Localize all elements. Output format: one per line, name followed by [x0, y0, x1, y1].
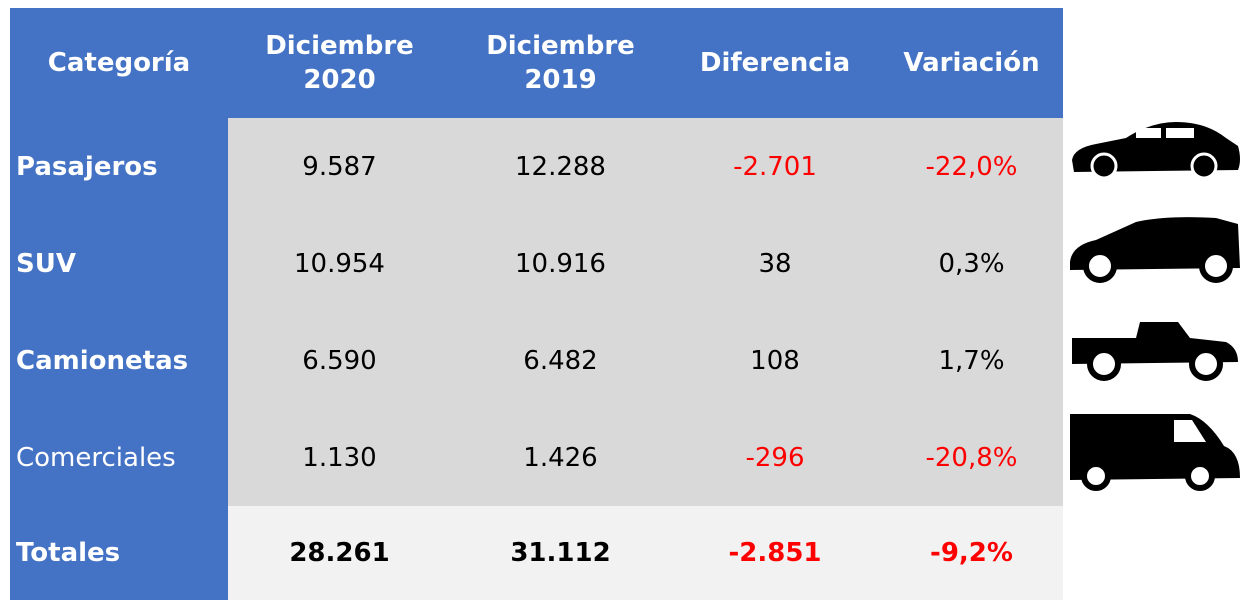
row-label: Comerciales: [10, 409, 228, 506]
row-label: SUV: [10, 215, 228, 312]
sales-table: Categoría Diciembre 2020 Diciembre 2019 Dif…: [10, 8, 1063, 600]
row-label: Totales: [10, 506, 228, 600]
cell: -2.851: [670, 506, 880, 600]
tot-row: Totales 28.261 31.112 -2.851 -9,2%: [10, 506, 1063, 600]
cell: -296: [670, 409, 880, 506]
body-row: Camionetas 6.590 6.482 108 1,7%: [10, 312, 1063, 409]
row-label: Pasajeros: [10, 118, 228, 215]
head-row: Categoría Diciembre 2020 Diciembre 2019 Dif…: [10, 8, 1063, 118]
header-text: Diciembre 2020: [265, 31, 414, 95]
header-cell: Variación: [880, 8, 1063, 118]
header-cell: Diciembre 2019: [451, 8, 670, 118]
header-cell: Diciembre 2020: [228, 8, 451, 118]
vehicle-icons: [1070, 122, 1240, 491]
body-row: SUV 10.954 10.916 38 0,3%: [10, 215, 1063, 312]
suv-icon: [1070, 217, 1240, 283]
cell: 9.587: [228, 118, 451, 215]
cell: 28.261: [228, 506, 451, 600]
header-text: Diferencia: [699, 48, 851, 78]
cell: -22,0%: [880, 118, 1063, 215]
header-text: Categoría: [47, 48, 191, 78]
cell: 6.590: [228, 312, 451, 409]
cell: -9,2%: [880, 506, 1063, 600]
car-icon: [1072, 122, 1240, 180]
cell: 1.130: [228, 409, 451, 506]
cell: -2.701: [670, 118, 880, 215]
van-icon: [1070, 414, 1240, 491]
row-label: Camionetas: [10, 312, 228, 409]
cell: 10.954: [228, 215, 451, 312]
cell: 0,3%: [880, 215, 1063, 312]
header-text: Diciembre 2019: [486, 31, 635, 95]
cell: 6.482: [451, 312, 670, 409]
body-row: Pasajeros 9.587 12.288 -2.701 -22,0%: [10, 118, 1063, 215]
body-row: Comerciales 1.130 1.426 -296 -20,8%: [10, 409, 1063, 506]
header-text: Variación: [903, 48, 1040, 78]
cell: 12.288: [451, 118, 670, 215]
header-cell: Categoría: [10, 8, 228, 118]
cell: 1.426: [451, 409, 670, 506]
cell: 31.112: [451, 506, 670, 600]
cell: 38: [670, 215, 880, 312]
cell: 108: [670, 312, 880, 409]
cell: -20,8%: [880, 409, 1063, 506]
cell: 1,7%: [880, 312, 1063, 409]
cell: 10.916: [451, 215, 670, 312]
header-cell: Diferencia: [670, 8, 880, 118]
pickup-icon: [1072, 322, 1238, 381]
